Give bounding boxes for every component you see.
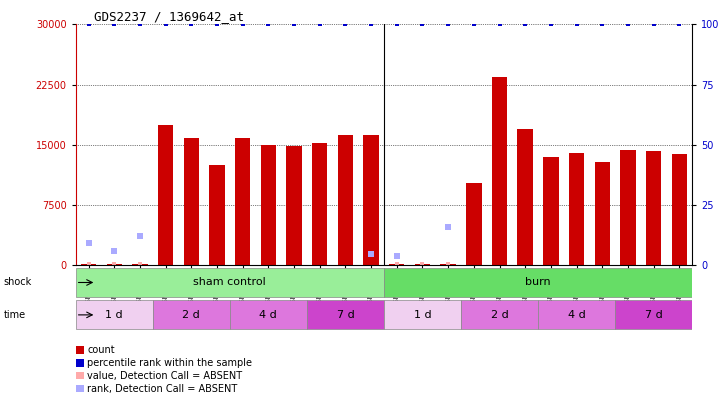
Point xyxy=(237,21,249,28)
Bar xyxy=(337,135,353,265)
Point xyxy=(494,21,505,28)
Point xyxy=(366,21,377,28)
Bar xyxy=(81,264,96,265)
Text: 4 d: 4 d xyxy=(567,310,585,320)
Bar xyxy=(184,139,199,265)
Bar xyxy=(389,264,404,265)
Bar xyxy=(620,149,636,265)
Text: percentile rank within the sample: percentile rank within the sample xyxy=(87,358,252,368)
Text: GDS2237 / 1369642_at: GDS2237 / 1369642_at xyxy=(94,10,244,23)
Point xyxy=(211,21,223,28)
Point xyxy=(134,21,146,28)
Point xyxy=(134,261,146,267)
Bar xyxy=(307,301,384,330)
Text: 1 d: 1 d xyxy=(414,310,431,320)
Point xyxy=(83,239,94,246)
Point xyxy=(648,21,660,28)
Point xyxy=(622,21,634,28)
Bar xyxy=(260,145,276,265)
Point xyxy=(519,21,531,28)
Text: 4 d: 4 d xyxy=(260,310,277,320)
Point xyxy=(443,224,454,230)
Bar xyxy=(286,146,301,265)
Point xyxy=(443,21,454,28)
Point xyxy=(83,21,94,28)
Point xyxy=(571,21,583,28)
Bar xyxy=(646,151,661,265)
Point xyxy=(391,261,402,267)
Text: sham control: sham control xyxy=(193,277,266,288)
Bar xyxy=(615,301,692,330)
Bar xyxy=(543,157,559,265)
Point xyxy=(108,247,120,254)
Point xyxy=(366,251,377,257)
Bar xyxy=(441,264,456,265)
Text: 7 d: 7 d xyxy=(337,310,354,320)
Bar xyxy=(415,264,430,265)
Text: value, Detection Call = ABSENT: value, Detection Call = ABSENT xyxy=(87,371,242,381)
Text: time: time xyxy=(4,310,26,320)
Point xyxy=(391,252,402,259)
Point xyxy=(288,21,300,28)
Point xyxy=(134,233,146,240)
Point xyxy=(468,21,479,28)
Point xyxy=(673,21,685,28)
Point xyxy=(417,261,428,267)
Bar xyxy=(107,264,122,265)
Bar xyxy=(671,153,687,265)
Point xyxy=(108,261,120,267)
Bar xyxy=(492,77,507,265)
Bar xyxy=(158,125,173,265)
Bar xyxy=(363,135,379,265)
Text: 7 d: 7 d xyxy=(645,310,663,320)
Point xyxy=(417,21,428,28)
Point xyxy=(262,21,274,28)
Bar xyxy=(595,162,610,265)
Point xyxy=(391,21,402,28)
Bar xyxy=(235,139,250,265)
Bar xyxy=(384,301,461,330)
Bar xyxy=(518,129,533,265)
Bar xyxy=(538,301,615,330)
Point xyxy=(83,261,94,267)
Bar xyxy=(153,301,230,330)
Point xyxy=(545,21,557,28)
Bar xyxy=(466,183,482,265)
Text: rank, Detection Call = ABSENT: rank, Detection Call = ABSENT xyxy=(87,384,237,394)
Text: 2 d: 2 d xyxy=(491,310,508,320)
Point xyxy=(340,21,351,28)
Point xyxy=(160,21,172,28)
Text: count: count xyxy=(87,345,115,355)
Point xyxy=(185,21,197,28)
Bar xyxy=(461,301,538,330)
Text: 2 d: 2 d xyxy=(182,310,200,320)
Bar xyxy=(76,301,153,330)
Point xyxy=(314,21,325,28)
Bar xyxy=(312,143,327,265)
Bar xyxy=(76,268,384,297)
Bar xyxy=(569,153,584,265)
Bar xyxy=(132,264,148,265)
Bar xyxy=(384,268,692,297)
Point xyxy=(596,21,608,28)
Text: shock: shock xyxy=(4,277,32,287)
Bar xyxy=(209,165,225,265)
Point xyxy=(443,261,454,267)
Text: 1 d: 1 d xyxy=(105,310,123,320)
Text: burn: burn xyxy=(525,277,551,288)
Point xyxy=(108,21,120,28)
Bar xyxy=(230,301,307,330)
